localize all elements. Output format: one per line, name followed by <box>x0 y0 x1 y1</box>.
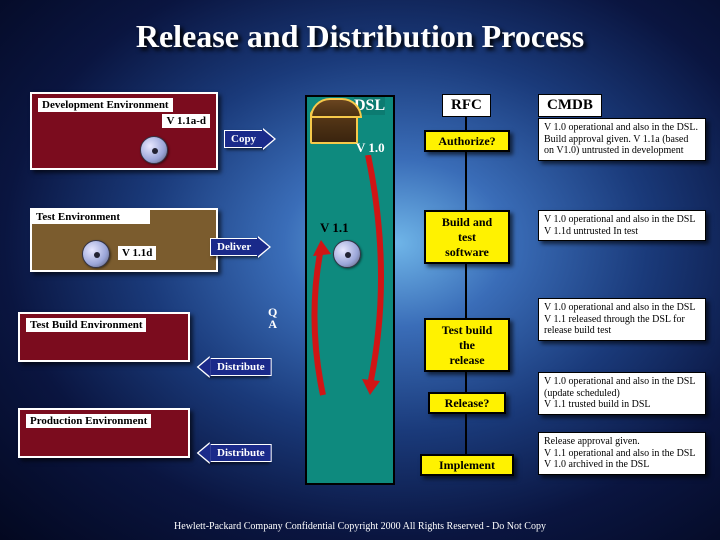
dev-env-box: Development Environment V 1.1a-d <box>30 92 218 170</box>
dsl-v10-label: V 1.0 <box>356 140 385 156</box>
qa-red-arrow-up <box>305 240 335 400</box>
test-env-title: Test Environment <box>32 210 150 224</box>
cmdb-row-5: Release approval given. V 1.1 operationa… <box>538 432 706 475</box>
copy-arrow: Copy <box>224 130 263 148</box>
test-build-env-title: Test Build Environment <box>26 318 146 332</box>
rfc-test-build: Test build the release <box>424 318 510 372</box>
rfc-release: Release? <box>428 392 506 414</box>
disc-icon <box>140 136 168 164</box>
test-build-env-box: Test Build Environment <box>18 312 190 362</box>
rfc-header: RFC <box>442 94 491 117</box>
disc-icon <box>333 240 361 268</box>
rfc-implement: Implement <box>420 454 514 476</box>
treasure-chest-icon <box>310 110 358 144</box>
test-env-box: Test Environment V 1.1d <box>30 208 218 272</box>
footer-text: Hewlett-Packard Company Confidential Cop… <box>0 521 720 532</box>
cmdb-header: CMDB <box>538 94 602 117</box>
cmdb-row-4: V 1.0 operational and also in the DSL (u… <box>538 372 706 415</box>
prod-env-title: Production Environment <box>26 414 151 428</box>
qa-label: QA <box>268 306 277 330</box>
deliver-arrow: Deliver <box>210 238 258 256</box>
cmdb-row-3: V 1.0 operational and also in the DSL V … <box>538 298 706 341</box>
test-env-version: V 1.1d <box>118 246 156 260</box>
page-title: Release and Distribution Process <box>0 18 720 55</box>
rfc-build-test: Build and test software <box>424 210 510 264</box>
rfc-authorize: Authorize? <box>424 130 510 152</box>
prod-env-box: Production Environment <box>18 408 190 458</box>
qa-red-arrow-down <box>358 155 398 395</box>
cmdb-row-2: V 1.0 operational and also in the DSL V … <box>538 210 706 241</box>
dev-env-version: V 1.1a-d <box>162 114 210 128</box>
dsl-v11-label: V 1.1 <box>320 220 349 236</box>
dev-env-title: Development Environment <box>38 98 173 112</box>
cmdb-row-1: V 1.0 operational and also in the DSL. B… <box>538 118 706 161</box>
distribute-arrow-1: Distribute <box>210 358 272 376</box>
disc-icon <box>82 240 110 268</box>
distribute-arrow-2: Distribute <box>210 444 272 462</box>
